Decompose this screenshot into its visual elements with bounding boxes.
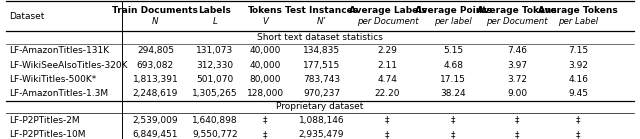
Text: 3.72: 3.72 (507, 75, 527, 84)
Text: per Label: per Label (558, 17, 598, 26)
Text: 5.15: 5.15 (444, 46, 463, 55)
Text: ‡: ‡ (263, 130, 268, 139)
Text: per Document: per Document (486, 17, 548, 26)
Text: 501,070: 501,070 (196, 75, 234, 84)
Text: Labels: Labels (198, 6, 232, 15)
Text: 970,237: 970,237 (303, 89, 340, 98)
Text: N’: N’ (317, 17, 326, 26)
Text: 6,849,451: 6,849,451 (132, 130, 178, 139)
Text: 131,073: 131,073 (196, 46, 234, 55)
Text: 134,835: 134,835 (303, 46, 340, 55)
Text: 7.46: 7.46 (507, 46, 527, 55)
Text: 294,805: 294,805 (137, 46, 174, 55)
Text: Average Tokens: Average Tokens (477, 6, 557, 15)
Text: LF-WikiTitles-500K*: LF-WikiTitles-500K* (10, 75, 97, 84)
Text: 783,743: 783,743 (303, 75, 340, 84)
Text: 1,088,146: 1,088,146 (299, 116, 344, 125)
Text: 128,000: 128,000 (246, 89, 284, 98)
Text: ‡: ‡ (576, 130, 580, 139)
Text: per label: per label (435, 17, 472, 26)
Text: 7.15: 7.15 (568, 46, 588, 55)
Text: Short text dataset statistics: Short text dataset statistics (257, 33, 383, 42)
Text: 2,248,619: 2,248,619 (132, 89, 178, 98)
Text: LF-AmazonTitles-131K: LF-AmazonTitles-131K (10, 46, 109, 55)
Text: 80,000: 80,000 (250, 75, 281, 84)
Text: ‡: ‡ (385, 116, 390, 125)
Text: 2,539,009: 2,539,009 (132, 116, 178, 125)
Text: 40,000: 40,000 (250, 46, 281, 55)
Text: Test Instances: Test Instances (285, 6, 358, 15)
Text: L: L (212, 17, 218, 26)
Text: 4.68: 4.68 (444, 61, 463, 70)
Text: 1,813,391: 1,813,391 (132, 75, 178, 84)
Text: ‡: ‡ (515, 116, 519, 125)
Text: 3.97: 3.97 (507, 61, 527, 70)
Text: Average Points: Average Points (415, 6, 492, 15)
Text: ‡: ‡ (576, 116, 580, 125)
Text: 693,082: 693,082 (137, 61, 174, 70)
Text: ‡: ‡ (385, 130, 390, 139)
Text: 9,550,772: 9,550,772 (192, 130, 237, 139)
Text: 17.15: 17.15 (440, 75, 466, 84)
Text: per Document: per Document (356, 17, 418, 26)
Text: ‡: ‡ (515, 130, 519, 139)
Text: 22.20: 22.20 (374, 89, 400, 98)
Text: ‡: ‡ (263, 116, 268, 125)
Text: 2,935,479: 2,935,479 (299, 130, 344, 139)
Text: 4.74: 4.74 (378, 75, 397, 84)
Text: V: V (262, 17, 268, 26)
Text: 2.29: 2.29 (378, 46, 397, 55)
Text: 312,330: 312,330 (196, 61, 234, 70)
Text: 177,515: 177,515 (303, 61, 340, 70)
Text: LF-WikiSeeAlsoTitles-320K: LF-WikiSeeAlsoTitles-320K (10, 61, 128, 70)
Text: LF-AmazonTitles-1.3M: LF-AmazonTitles-1.3M (10, 89, 109, 98)
Text: 4.16: 4.16 (568, 75, 588, 84)
Text: 9.45: 9.45 (568, 89, 588, 98)
Text: Tokens: Tokens (248, 6, 282, 15)
Text: ‡: ‡ (451, 130, 456, 139)
Text: LF-P2PTitles-2M: LF-P2PTitles-2M (10, 116, 80, 125)
Text: 1,640,898: 1,640,898 (192, 116, 237, 125)
Text: 9.00: 9.00 (507, 89, 527, 98)
Text: Proprietary dataset: Proprietary dataset (276, 102, 364, 111)
Text: Average Labels: Average Labels (349, 6, 426, 15)
Text: 38.24: 38.24 (440, 89, 466, 98)
Text: ‡: ‡ (451, 116, 456, 125)
Text: 1,305,265: 1,305,265 (192, 89, 237, 98)
Text: 3.92: 3.92 (568, 61, 588, 70)
Text: 40,000: 40,000 (250, 61, 281, 70)
Text: LF-P2PTitles-10M: LF-P2PTitles-10M (10, 130, 86, 139)
Text: N: N (152, 17, 159, 26)
Text: Average Tokens: Average Tokens (538, 6, 618, 15)
Text: 2.11: 2.11 (378, 61, 397, 70)
Text: Train Documents: Train Documents (113, 6, 198, 15)
Text: Dataset: Dataset (10, 12, 45, 21)
